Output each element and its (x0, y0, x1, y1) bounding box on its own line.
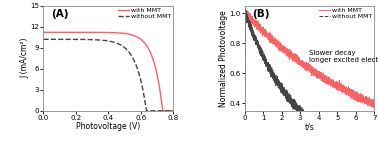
with MMT (130, 34, 135, 36)
Legend: with MMT, without MMT: with MMT, without MMT (319, 8, 372, 19)
Line: with MMT: with MMT (43, 32, 173, 111)
Line: without MMT: without MMT (43, 39, 173, 111)
Text: Slower decay
longer excited electron: Slower decay longer excited electron (309, 50, 378, 63)
with MMT (372, 101, 376, 102)
with MMT (292, 57, 297, 59)
with MMT (41, 31, 46, 33)
Line: without MMT: without MMT (245, 10, 374, 118)
without MMT (244, 9, 248, 11)
without MMT (143, 98, 147, 100)
without MMT (265, 62, 269, 63)
with MMT (297, 64, 302, 65)
without MMT (355, 117, 360, 119)
without MMT (130, 57, 135, 58)
with MMT (369, 100, 374, 102)
with MMT (171, 110, 175, 112)
without MMT (145, 110, 149, 112)
without MMT (372, 117, 376, 119)
with MMT (94, 32, 98, 33)
Line: with MMT: with MMT (245, 9, 374, 118)
with MMT (145, 45, 149, 47)
without MMT (94, 39, 98, 41)
Text: (B): (B) (252, 9, 270, 19)
with MMT (243, 8, 248, 10)
without MMT (144, 110, 149, 112)
with MMT (160, 110, 165, 112)
without MMT (54, 38, 59, 40)
without MMT (257, 45, 262, 47)
without MMT (297, 111, 302, 113)
with MMT (355, 96, 360, 98)
without MMT (369, 117, 374, 119)
without MMT (98, 39, 103, 41)
Text: (A): (A) (51, 9, 69, 19)
Legend: with MMT, without MMT: with MMT, without MMT (118, 8, 171, 19)
with MMT (242, 117, 247, 119)
X-axis label: Photovoltage (V): Photovoltage (V) (76, 122, 141, 131)
with MMT (143, 42, 147, 44)
with MMT (98, 32, 103, 33)
without MMT (242, 117, 247, 119)
without MMT (171, 110, 175, 112)
without MMT (292, 101, 297, 102)
without MMT (41, 38, 46, 40)
with MMT (265, 33, 269, 35)
with MMT (257, 25, 262, 27)
with MMT (54, 31, 59, 33)
Y-axis label: Normalized Photovoltage: Normalized Photovoltage (219, 10, 228, 107)
X-axis label: t/s: t/s (305, 122, 314, 131)
Y-axis label: J (mA/cm²): J (mA/cm²) (20, 38, 29, 79)
